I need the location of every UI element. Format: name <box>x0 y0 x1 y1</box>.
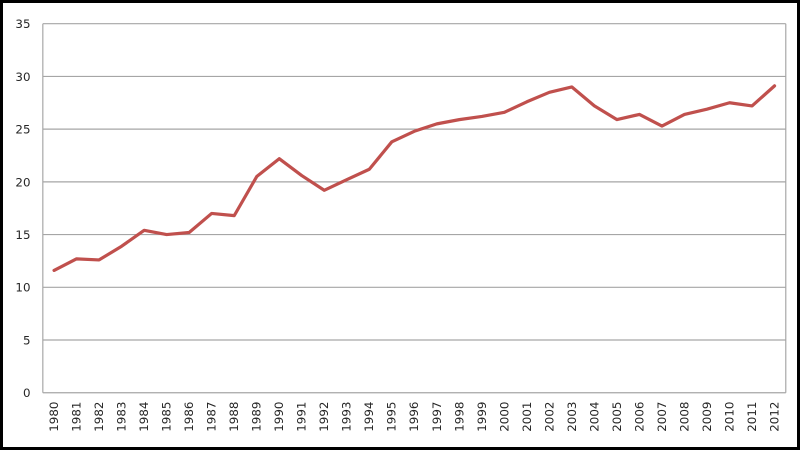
x-axis-tick-label: 1995 <box>385 402 399 432</box>
x-axis-tick-label: 2011 <box>745 402 759 432</box>
x-axis-tick-label: 1986 <box>182 402 196 432</box>
x-axis-tick-label: 2004 <box>587 402 601 432</box>
x-axis-tick-label: 2002 <box>542 402 556 432</box>
chart-background <box>5 3 795 447</box>
y-axis-tick-label: 20 <box>15 175 30 189</box>
data-series-line <box>52 84 777 272</box>
x-axis-tick-label: 1992 <box>317 402 331 432</box>
x-axis-tick-label: 1982 <box>92 402 106 432</box>
x-axis-tick-label: 2005 <box>610 402 624 432</box>
x-axis-tick-label: 1993 <box>340 402 354 432</box>
y-axis-tick-label: 35 <box>15 17 30 31</box>
line-chart-svg: 0 5 10 15 20 25 30 35 1980 1981 1982 1983 1984 1985 19… <box>5 3 795 447</box>
x-axis-tick-label: 1999 <box>475 402 489 432</box>
x-axis-tick-label: 1997 <box>430 402 444 432</box>
y-axis-tick-label: 10 <box>15 281 30 295</box>
x-axis-tick-label: 2012 <box>767 402 781 432</box>
y-axis-tick-label: 30 <box>15 70 30 84</box>
x-axis-tick-label: 2010 <box>722 402 736 432</box>
x-axis-tick-label: 1989 <box>250 402 264 432</box>
x-axis-tick-label: 1983 <box>115 402 129 432</box>
x-axis-tick-label: 1994 <box>362 402 376 432</box>
x-axis-tick-label: 1985 <box>160 402 174 432</box>
y-axis-tick-label: 15 <box>15 228 30 242</box>
y-axis-tick-label: 5 <box>23 333 31 347</box>
x-axis-tick-label: 1996 <box>407 402 421 432</box>
x-axis-tick-label: 1984 <box>137 402 151 432</box>
x-axis-tick-label: 2009 <box>700 402 714 432</box>
x-axis-tick-label: 1988 <box>227 402 241 432</box>
x-axis-tick-label: 1998 <box>452 402 466 432</box>
x-axis-tick-label: 1980 <box>47 402 61 432</box>
x-axis-tick-label: 2001 <box>520 402 534 432</box>
x-axis-tick-label: 2007 <box>655 402 669 432</box>
x-axis-tick-label: 2008 <box>677 402 691 432</box>
x-axis-tick-label: 1990 <box>272 402 286 432</box>
y-axis-tick-label: 0 <box>23 386 31 400</box>
x-axis-tick-label: 2006 <box>632 402 646 432</box>
y-axis-tick-label: 25 <box>15 123 30 137</box>
x-axis-tick-label: 1981 <box>70 402 84 432</box>
x-axis-tick-label: 1987 <box>205 402 219 432</box>
x-axis-tick-label: 2000 <box>497 402 511 432</box>
x-axis-tick-label: 2003 <box>565 402 579 432</box>
x-axis-tick-label: 1991 <box>295 402 309 432</box>
